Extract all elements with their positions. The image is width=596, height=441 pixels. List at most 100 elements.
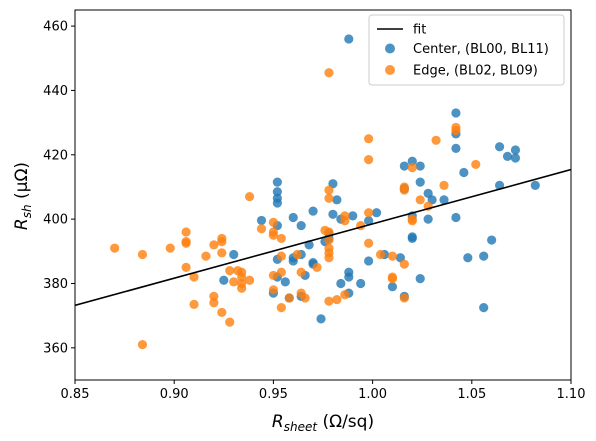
y-tick-label: 440 — [43, 84, 68, 99]
x-tick-label: 1.00 — [358, 387, 387, 402]
data-point — [324, 185, 334, 195]
data-point — [399, 293, 409, 303]
y-tick-label: 360 — [43, 341, 68, 356]
data-point — [407, 216, 417, 226]
data-point — [328, 209, 338, 219]
data-point — [219, 275, 229, 285]
y-tick-label: 420 — [43, 148, 68, 163]
data-point — [324, 68, 334, 78]
y-tick-label: 380 — [43, 277, 68, 292]
data-point — [340, 216, 350, 226]
data-point — [451, 143, 461, 153]
data-point — [217, 248, 227, 258]
data-point — [415, 274, 425, 284]
data-point — [181, 238, 191, 248]
data-point — [415, 195, 425, 205]
x-axis: 0.85 0.90 0.95 1.00 1.05 1.10 — [61, 380, 586, 402]
x-axis-label-sub: sheet — [284, 420, 319, 434]
data-point — [348, 211, 358, 221]
x-tick-label: 1.10 — [557, 387, 586, 402]
data-point — [137, 340, 148, 350]
data-point — [399, 185, 409, 195]
data-point — [387, 251, 398, 261]
y-axis: 360 380 400 420 440 460 — [43, 20, 75, 356]
x-tick-label: 0.95 — [259, 387, 288, 402]
data-point — [288, 212, 298, 223]
data-point — [399, 161, 409, 171]
data-point — [244, 192, 255, 202]
data-point — [189, 272, 199, 282]
data-point — [209, 298, 219, 308]
legend-edge-swatch — [385, 65, 395, 75]
data-point — [336, 278, 346, 289]
legend-center-label: Center, (BL00, BL11) — [413, 42, 549, 57]
legend-center-swatch — [385, 43, 395, 54]
data-point — [510, 145, 521, 155]
y-axis-label: Rsh (μΩ) — [12, 162, 34, 230]
data-point — [459, 167, 469, 178]
data-point — [324, 296, 334, 306]
data-point — [494, 180, 505, 190]
data-point — [451, 126, 461, 136]
data-point — [324, 193, 334, 203]
data-point — [256, 224, 267, 234]
y-tick-label: 460 — [43, 20, 68, 35]
data-point — [268, 230, 278, 240]
legend: fit Center, (BL00, BL11) Edge, (BL02, BL… — [368, 14, 565, 86]
data-point — [256, 215, 267, 226]
data-point — [316, 314, 326, 324]
data-point — [280, 277, 290, 287]
legend-edge-label: Edge, (BL02, BL09) — [413, 64, 538, 79]
data-point — [494, 142, 505, 152]
data-point — [387, 282, 398, 292]
data-point — [276, 251, 286, 261]
data-point — [300, 293, 310, 303]
y-axis-label-unit: (μΩ) — [12, 162, 32, 204]
data-point — [181, 262, 191, 272]
data-point — [217, 237, 227, 247]
x-tick-label: 0.85 — [61, 387, 90, 402]
data-point — [340, 290, 350, 300]
legend-fit-label: fit — [413, 23, 426, 38]
data-point — [399, 259, 409, 269]
data-point — [272, 177, 282, 187]
data-point — [375, 249, 386, 260]
data-point — [431, 135, 441, 145]
x-axis-label-base: R — [272, 412, 284, 432]
data-point — [268, 270, 278, 281]
data-point — [225, 266, 235, 276]
x-axis-label: Rsheet (Ω/sq) — [272, 412, 374, 434]
data-point — [272, 187, 282, 197]
data-point — [364, 238, 374, 248]
data-point — [451, 108, 461, 118]
data-point — [415, 177, 425, 187]
data-point — [530, 180, 540, 190]
data-point — [423, 214, 433, 224]
y-axis-label-base: R — [12, 218, 32, 230]
data-point — [237, 272, 247, 282]
data-point — [209, 291, 219, 301]
data-point — [284, 293, 294, 303]
data-point — [407, 232, 417, 242]
data-point — [407, 163, 417, 173]
data-point — [296, 220, 306, 231]
legend-box — [368, 14, 565, 86]
plot-area — [74, 9, 572, 381]
data-point — [324, 235, 334, 245]
data-point — [201, 251, 211, 261]
data-point — [364, 216, 374, 226]
data-point — [229, 249, 239, 260]
data-point — [471, 159, 481, 170]
data-point — [487, 235, 497, 245]
data-point — [332, 195, 342, 205]
data-point — [364, 256, 374, 266]
x-tick-label: 1.05 — [457, 387, 486, 402]
data-point — [324, 253, 334, 263]
data-point — [479, 251, 489, 261]
data-point — [463, 253, 473, 263]
data-point — [364, 208, 374, 218]
data-point — [268, 217, 278, 227]
data-point — [110, 243, 120, 253]
y-tick-label: 400 — [43, 213, 68, 228]
